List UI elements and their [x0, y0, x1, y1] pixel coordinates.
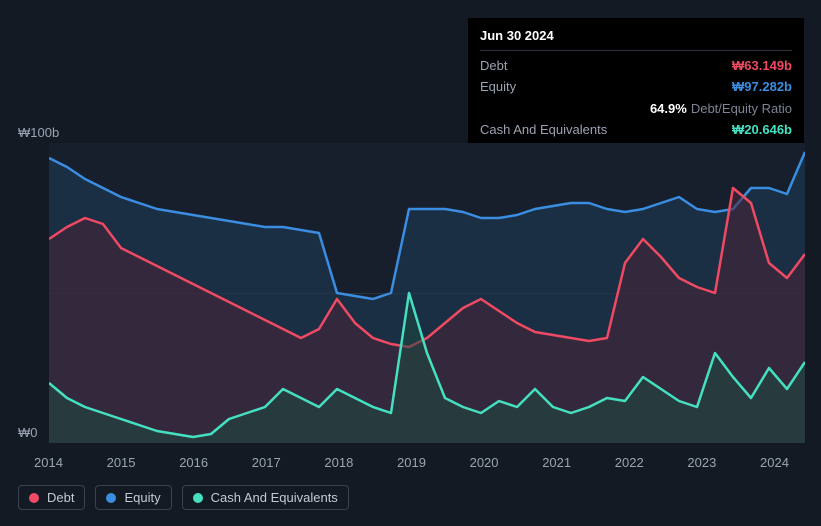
- x-axis-label: 2023: [687, 455, 716, 470]
- tooltip-row: Debt ₩63.149b: [480, 55, 792, 77]
- tooltip-date: Jun 30 2024: [480, 26, 792, 51]
- tooltip-row-label: Equity: [480, 77, 516, 97]
- tooltip-row-value: ₩97.282b: [732, 77, 792, 97]
- legend-item-label: Debt: [47, 490, 74, 505]
- x-axis-label: 2014: [34, 455, 63, 470]
- legend-item-debt[interactable]: Debt: [18, 485, 85, 510]
- chart-svg: [49, 143, 805, 443]
- x-axis-label: 2018: [324, 455, 353, 470]
- x-axis-label: 2020: [470, 455, 499, 470]
- x-axis-label: 2017: [252, 455, 281, 470]
- chart-legend: Debt Equity Cash And Equivalents: [18, 485, 349, 510]
- plot-area: [49, 143, 805, 443]
- x-axis-label: 2016: [179, 455, 208, 470]
- legend-item-label: Cash And Equivalents: [211, 490, 338, 505]
- y-axis-label-min: ₩0: [18, 425, 38, 440]
- tooltip-row: 64.9%Debt/Equity Ratio: [480, 98, 792, 120]
- legend-item-cash-and-equivalents[interactable]: Cash And Equivalents: [182, 485, 349, 510]
- legend-item-label: Equity: [124, 490, 160, 505]
- x-axis-label: 2015: [107, 455, 136, 470]
- tooltip-row-value: 64.9%Debt/Equity Ratio: [650, 99, 792, 119]
- x-axis-label: 2024: [760, 455, 789, 470]
- x-axis-label: 2021: [542, 455, 571, 470]
- y-axis-label-max: ₩100b: [18, 125, 59, 140]
- debt-equity-chart: ₩100b ₩0 2014 2015 2016 2017 2018 2019 2020 202…: [18, 125, 808, 505]
- legend-dot-icon: [106, 493, 116, 503]
- x-axis-label: 2019: [397, 455, 426, 470]
- x-axis-label: 2022: [615, 455, 644, 470]
- legend-dot-icon: [29, 493, 39, 503]
- tooltip-row-value: ₩63.149b: [732, 56, 792, 76]
- legend-dot-icon: [193, 493, 203, 503]
- legend-item-equity[interactable]: Equity: [95, 485, 171, 510]
- tooltip-row: Equity ₩97.282b: [480, 76, 792, 98]
- tooltip-row-label: Debt: [480, 56, 507, 76]
